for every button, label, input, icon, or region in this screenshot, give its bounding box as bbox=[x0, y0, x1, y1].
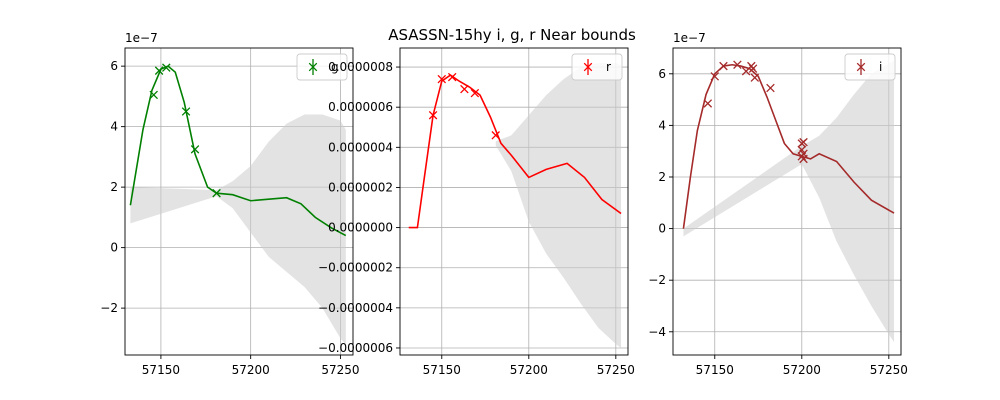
data-point bbox=[190, 145, 200, 154]
data-point bbox=[766, 83, 775, 93]
data-point bbox=[212, 188, 221, 198]
y-tick-label: −2 bbox=[100, 301, 118, 315]
y-tick-label: 6 bbox=[658, 67, 666, 81]
fit-curve bbox=[408, 74, 622, 229]
plot-area bbox=[682, 60, 895, 343]
data-point bbox=[491, 131, 500, 140]
legend-label: i bbox=[879, 60, 882, 74]
legend-marker bbox=[308, 62, 318, 72]
axes-frame bbox=[124, 47, 354, 356]
axes-frame bbox=[672, 47, 902, 356]
fit-curve bbox=[682, 63, 895, 229]
y-offset-label: 1e−7 bbox=[673, 31, 706, 45]
data-point bbox=[748, 64, 758, 73]
data-point bbox=[470, 88, 480, 98]
data-point bbox=[799, 149, 808, 159]
legend-label: g bbox=[331, 60, 339, 74]
legend-marker bbox=[856, 62, 866, 72]
legend-box bbox=[571, 53, 623, 81]
data-point bbox=[154, 66, 164, 75]
panel-g: 57150 57200 57250 −2 0 2 4 6 1e−7 g bbox=[100, 31, 359, 377]
y-offset-label: 1e−7 bbox=[125, 31, 158, 45]
data-point bbox=[710, 72, 720, 81]
panel-r: 57150 57200 57250 −0.0000006 −0.0000004 −0.00… bbox=[318, 47, 635, 377]
data-point bbox=[719, 61, 728, 71]
y-tick-label: 4 bbox=[110, 120, 118, 134]
figure-title: ASASSN-15hy i, g, r Near bounds bbox=[388, 26, 636, 44]
y-tick-label: 0.0000008 bbox=[328, 60, 393, 74]
legend-box bbox=[296, 53, 348, 81]
x-tick-label: 57150 bbox=[696, 363, 734, 377]
plot-area bbox=[129, 63, 347, 345]
y-tick-label: −2 bbox=[648, 273, 666, 287]
data-point bbox=[703, 99, 713, 108]
data-point bbox=[733, 60, 742, 70]
y-tick-label: −0.0000002 bbox=[318, 261, 393, 275]
data-point bbox=[181, 107, 191, 116]
x-tick-label: 57200 bbox=[783, 363, 821, 377]
x-tick-label: 57250 bbox=[597, 363, 635, 377]
data-point bbox=[460, 84, 469, 94]
y-tick-label: −4 bbox=[648, 325, 666, 339]
y-tick-label: 2 bbox=[658, 170, 666, 184]
data-point bbox=[447, 72, 457, 82]
legend-label: r bbox=[606, 60, 611, 74]
panel-i: 57150 57200 57250 −4 −2 0 2 4 6 1e−7 i bbox=[648, 31, 908, 377]
legend-marker bbox=[583, 62, 593, 72]
y-tick-label: 0.0000006 bbox=[328, 100, 393, 114]
x-tick-label: 57250 bbox=[870, 363, 908, 377]
axes-frame bbox=[399, 47, 629, 356]
y-tick-label: 4 bbox=[658, 118, 666, 132]
x-tick-label: 57200 bbox=[232, 363, 270, 377]
data-point bbox=[750, 73, 760, 82]
y-tick-label: −0.0000004 bbox=[318, 301, 393, 315]
y-tick-label: 6 bbox=[110, 59, 118, 73]
data-point bbox=[437, 74, 447, 84]
y-tick-label: 0.0000002 bbox=[328, 180, 393, 194]
x-tick-label: 57250 bbox=[321, 363, 359, 377]
y-tick-label: 0 bbox=[658, 222, 666, 236]
uncertainty-band bbox=[495, 63, 622, 348]
y-tick-label: 0.0000004 bbox=[328, 140, 393, 154]
data-point bbox=[799, 137, 808, 147]
y-tick-label: −0.0000006 bbox=[318, 341, 393, 355]
legend-box bbox=[844, 53, 896, 81]
x-tick-label: 57200 bbox=[510, 363, 548, 377]
uncertainty-band bbox=[683, 60, 895, 343]
data-point bbox=[162, 63, 171, 72]
y-tick-label: 2 bbox=[110, 180, 118, 194]
y-tick-label: 0.0000000 bbox=[328, 221, 393, 235]
y-tick-label: 0 bbox=[110, 241, 118, 255]
data-point bbox=[428, 110, 438, 120]
data-point bbox=[149, 90, 158, 100]
plot-area bbox=[408, 63, 622, 348]
uncertainty-band bbox=[130, 114, 346, 345]
x-tick-label: 57150 bbox=[142, 363, 180, 377]
x-tick-label: 57150 bbox=[423, 363, 461, 377]
